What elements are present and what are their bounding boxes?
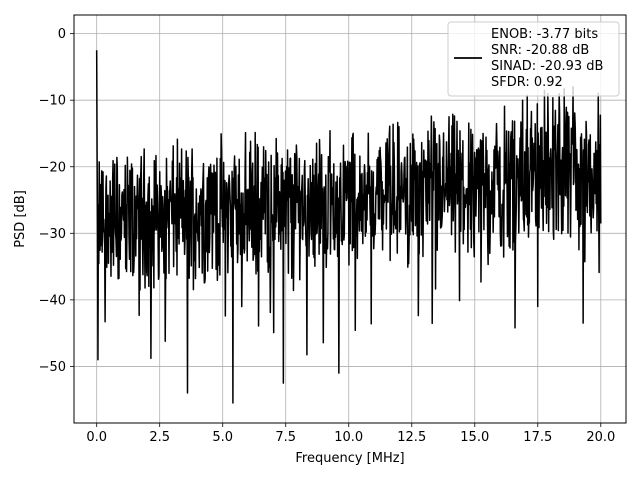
y-tick-label: −20 xyxy=(39,160,66,175)
y-axis-ticks: 0 −10 −20 −30 −40 −50 xyxy=(39,27,74,375)
x-tick-label: 17.5 xyxy=(523,430,552,445)
y-tick-label: −10 xyxy=(39,94,66,109)
x-tick-label: 2.5 xyxy=(149,430,170,445)
legend-line-snr: SNR: -20.88 dB xyxy=(491,43,589,58)
x-tick-label: 10.0 xyxy=(334,430,363,445)
legend-box xyxy=(447,21,620,97)
x-tick-label: 7.5 xyxy=(275,430,296,445)
y-tick-label: −50 xyxy=(39,360,66,375)
y-tick-label: −30 xyxy=(39,227,66,242)
series-layer xyxy=(95,50,602,404)
y-tick-label: 0 xyxy=(58,27,66,42)
x-axis-ticks: 0.0 2.5 5.0 7.5 10.0 12.5 15.0 17.5 20.0 xyxy=(86,423,615,445)
x-tick-label: 15.0 xyxy=(460,430,489,445)
y-tick-label: −40 xyxy=(39,293,66,308)
x-tick-label: 0.0 xyxy=(86,430,107,445)
psd-series-line xyxy=(95,50,602,404)
legend-line-sfdr: SFDR: 0.92 xyxy=(491,75,563,90)
legend-line-enob: ENOB: -3.77 bits xyxy=(491,27,598,42)
x-tick-label: 12.5 xyxy=(397,430,426,445)
x-tick-label: 20.0 xyxy=(586,430,615,445)
axes-frame xyxy=(73,14,627,424)
legend-line-sinad: SINAD: -20.93 dB xyxy=(491,59,603,74)
x-axis-label: Frequency [MHz] xyxy=(295,451,404,466)
y-axis-label: PSD [dB] xyxy=(13,190,28,248)
legend: ENOB: -3.77 bits SNR: -20.88 dB SINAD: -… xyxy=(447,21,620,97)
x-tick-label: 5.0 xyxy=(212,430,233,445)
